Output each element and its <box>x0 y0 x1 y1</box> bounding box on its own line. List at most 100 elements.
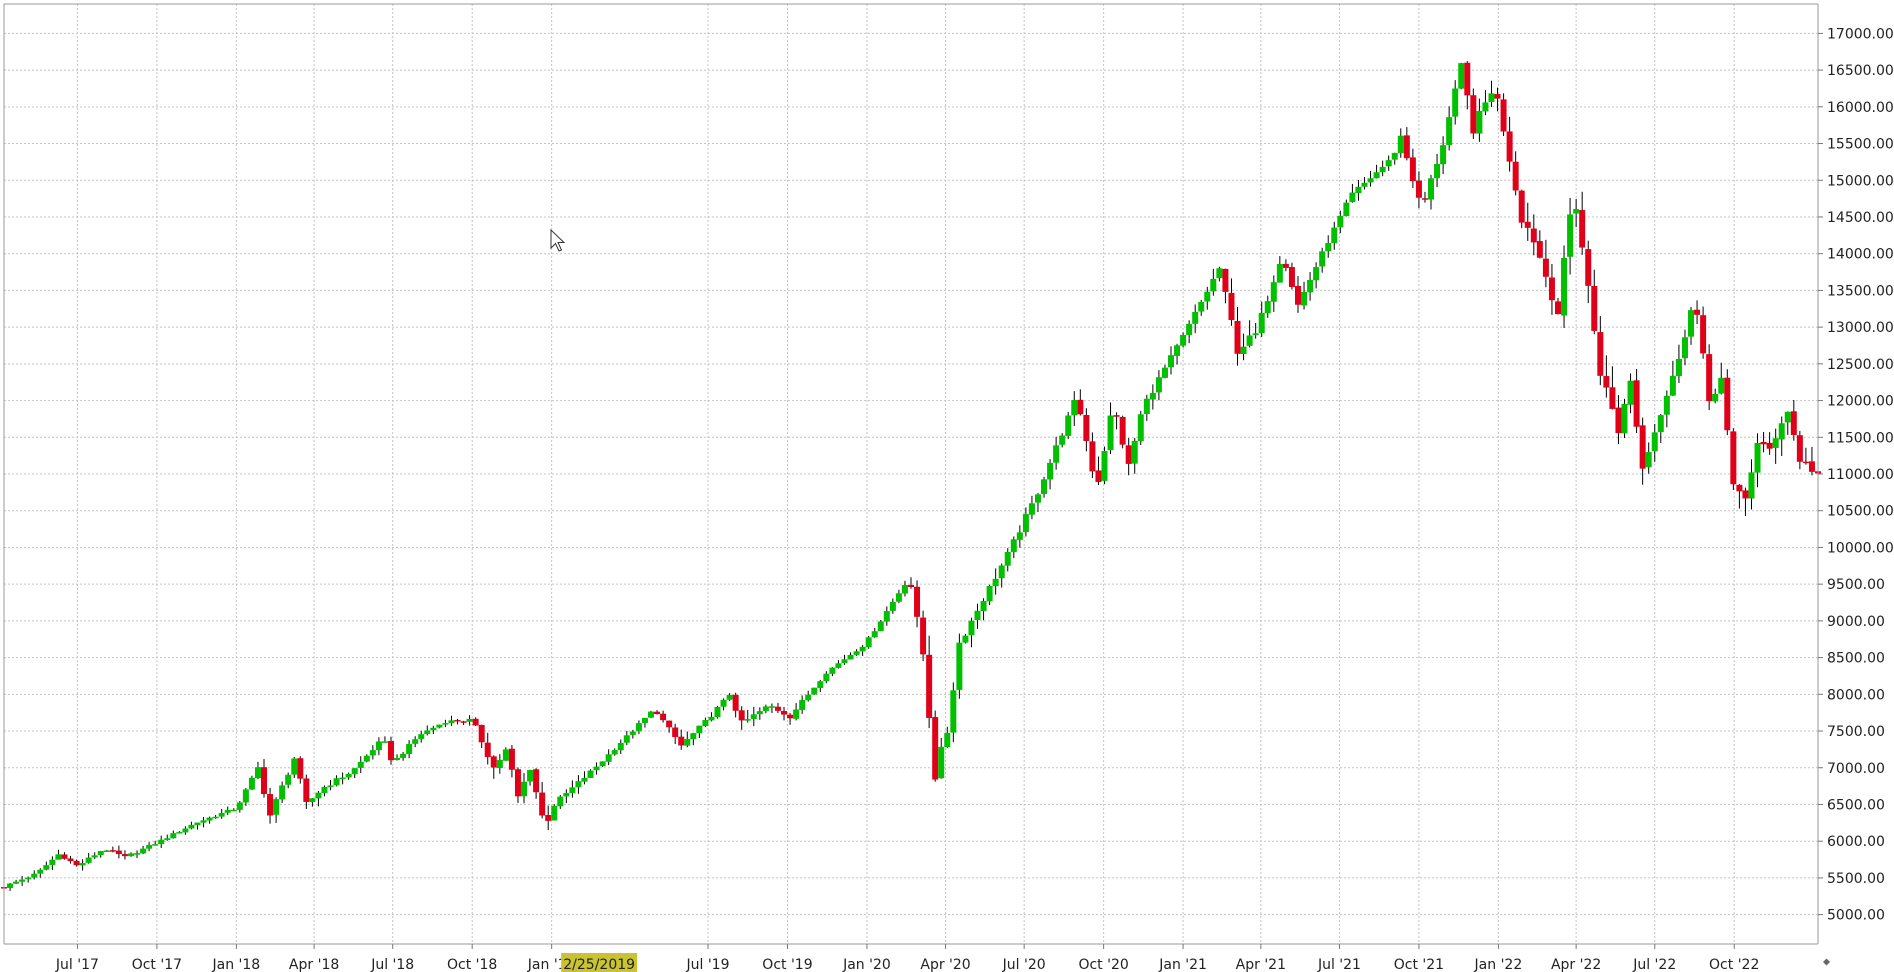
candle[interactable] <box>1609 366 1616 410</box>
candle[interactable] <box>1113 412 1120 430</box>
candle[interactable] <box>394 754 401 761</box>
candle[interactable] <box>781 706 788 721</box>
candle[interactable] <box>91 852 98 860</box>
candle[interactable] <box>43 861 50 871</box>
candle[interactable] <box>696 725 703 739</box>
candle[interactable] <box>1155 370 1162 401</box>
candle[interactable] <box>158 835 165 849</box>
candle[interactable] <box>134 850 141 859</box>
candle[interactable] <box>37 868 44 878</box>
candle[interactable] <box>1337 210 1344 234</box>
candle[interactable] <box>889 598 896 614</box>
candle[interactable] <box>1434 153 1441 188</box>
candle[interactable] <box>1053 436 1060 470</box>
candle[interactable] <box>1397 128 1404 158</box>
candle[interactable] <box>152 840 159 846</box>
candle[interactable] <box>1077 389 1084 416</box>
candle[interactable] <box>508 745 515 778</box>
candle[interactable] <box>1718 362 1725 395</box>
candle[interactable] <box>224 806 231 816</box>
candle[interactable] <box>1379 160 1386 177</box>
candle[interactable] <box>285 772 292 789</box>
candle[interactable] <box>690 732 697 746</box>
candle[interactable] <box>1591 269 1598 335</box>
candle[interactable] <box>1276 256 1283 283</box>
candle[interactable] <box>375 737 382 756</box>
candle[interactable] <box>351 767 358 779</box>
candle[interactable] <box>877 619 884 632</box>
candle[interactable] <box>1446 106 1453 151</box>
candle[interactable] <box>762 704 769 714</box>
candle[interactable] <box>744 709 751 723</box>
candle[interactable] <box>678 729 685 750</box>
candle[interactable] <box>847 652 854 660</box>
candle[interactable] <box>164 834 171 841</box>
candle[interactable] <box>1688 307 1695 345</box>
candle[interactable] <box>768 703 775 714</box>
candle[interactable] <box>932 710 939 782</box>
candle[interactable] <box>823 671 830 684</box>
candle[interactable] <box>1536 230 1543 259</box>
candle[interactable] <box>206 816 213 824</box>
candle[interactable] <box>563 789 570 804</box>
candle[interactable] <box>1004 548 1011 572</box>
candle[interactable] <box>575 775 582 794</box>
candle[interactable] <box>212 814 219 819</box>
candle[interactable] <box>85 852 92 864</box>
candles[interactable] <box>1 61 1821 891</box>
candle[interactable] <box>1367 170 1374 187</box>
candle[interactable] <box>1458 62 1465 90</box>
candle[interactable] <box>1119 415 1126 449</box>
candle[interactable] <box>97 850 104 858</box>
candle[interactable] <box>1796 431 1803 470</box>
candle[interactable] <box>799 695 806 714</box>
candle[interactable] <box>273 797 280 823</box>
candle[interactable] <box>1554 297 1561 315</box>
candle[interactable] <box>1216 266 1223 282</box>
candle[interactable] <box>1028 495 1035 520</box>
candle[interactable] <box>1089 432 1096 479</box>
candle[interactable] <box>460 720 467 725</box>
candle[interactable] <box>1149 384 1156 410</box>
candle[interactable] <box>115 845 122 859</box>
candle[interactable] <box>920 610 927 662</box>
candle[interactable] <box>194 822 201 830</box>
candle[interactable] <box>1645 442 1652 474</box>
candle[interactable] <box>321 785 328 797</box>
candle[interactable] <box>1675 344 1682 384</box>
candle[interactable] <box>1778 416 1785 457</box>
candle[interactable] <box>617 739 624 755</box>
candle[interactable] <box>315 790 322 807</box>
candle[interactable] <box>1161 364 1168 379</box>
candle[interactable] <box>1784 411 1791 435</box>
candle[interactable] <box>545 805 552 831</box>
candle[interactable] <box>291 756 298 778</box>
candle[interactable] <box>1041 476 1048 498</box>
candle[interactable] <box>61 852 68 860</box>
candle[interactable] <box>230 808 237 812</box>
candle[interactable] <box>1548 263 1555 315</box>
candle[interactable] <box>267 787 274 824</box>
candle[interactable] <box>381 736 388 743</box>
candle[interactable] <box>1730 428 1737 490</box>
candle[interactable] <box>962 633 969 644</box>
candle[interactable] <box>1107 402 1114 454</box>
candle[interactable] <box>1724 369 1731 436</box>
candle[interactable] <box>666 720 673 733</box>
candle[interactable] <box>303 774 310 809</box>
candle[interactable] <box>297 756 304 784</box>
candle[interactable] <box>1403 127 1410 161</box>
candle[interactable] <box>660 710 667 723</box>
candle[interactable] <box>1222 268 1229 304</box>
candle[interactable] <box>1482 90 1489 116</box>
candle[interactable] <box>345 772 352 780</box>
candle[interactable] <box>926 635 933 729</box>
candle[interactable] <box>254 761 261 780</box>
candle[interactable] <box>998 563 1005 588</box>
candle[interactable] <box>1258 301 1265 337</box>
candle[interactable] <box>357 756 364 773</box>
candle[interactable] <box>1331 221 1338 250</box>
candle[interactable] <box>1361 176 1368 190</box>
candle[interactable] <box>1143 394 1150 421</box>
candle[interactable] <box>1294 276 1301 313</box>
